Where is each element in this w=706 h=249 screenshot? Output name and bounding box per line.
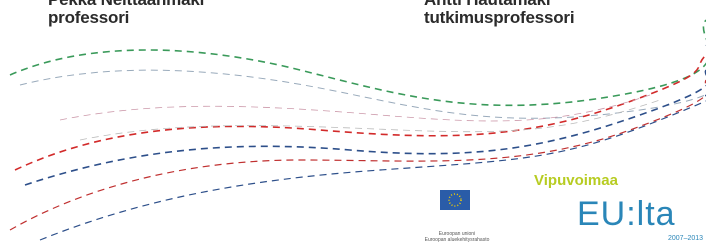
- person-title: tutkimusprofessori: [424, 9, 574, 27]
- eu-caption: Euroopan unioni Euroopan aluekehitysraha…: [412, 231, 502, 243]
- curve: [60, 95, 650, 121]
- eu-flag: [440, 190, 470, 210]
- curve: [15, 55, 706, 170]
- eu-text: EU:lta: [577, 195, 676, 234]
- period: 2007–2013: [668, 235, 703, 242]
- person: Pekka Neittaanmäki professori: [48, 0, 204, 27]
- banner: {"people": [ {"name": "Pekka Neittaanmäk…: [0, 0, 706, 249]
- curve: [20, 45, 706, 118]
- slogan: Vipuvoimaa: [534, 172, 618, 189]
- person-title: professori: [48, 9, 204, 27]
- person: Antti Hautamäki tutkimusprofessori: [424, 0, 574, 27]
- curve: [10, 20, 706, 105]
- curve: [25, 70, 706, 185]
- eu-caption-line: Euroopan aluekehitysrahasto: [412, 237, 502, 243]
